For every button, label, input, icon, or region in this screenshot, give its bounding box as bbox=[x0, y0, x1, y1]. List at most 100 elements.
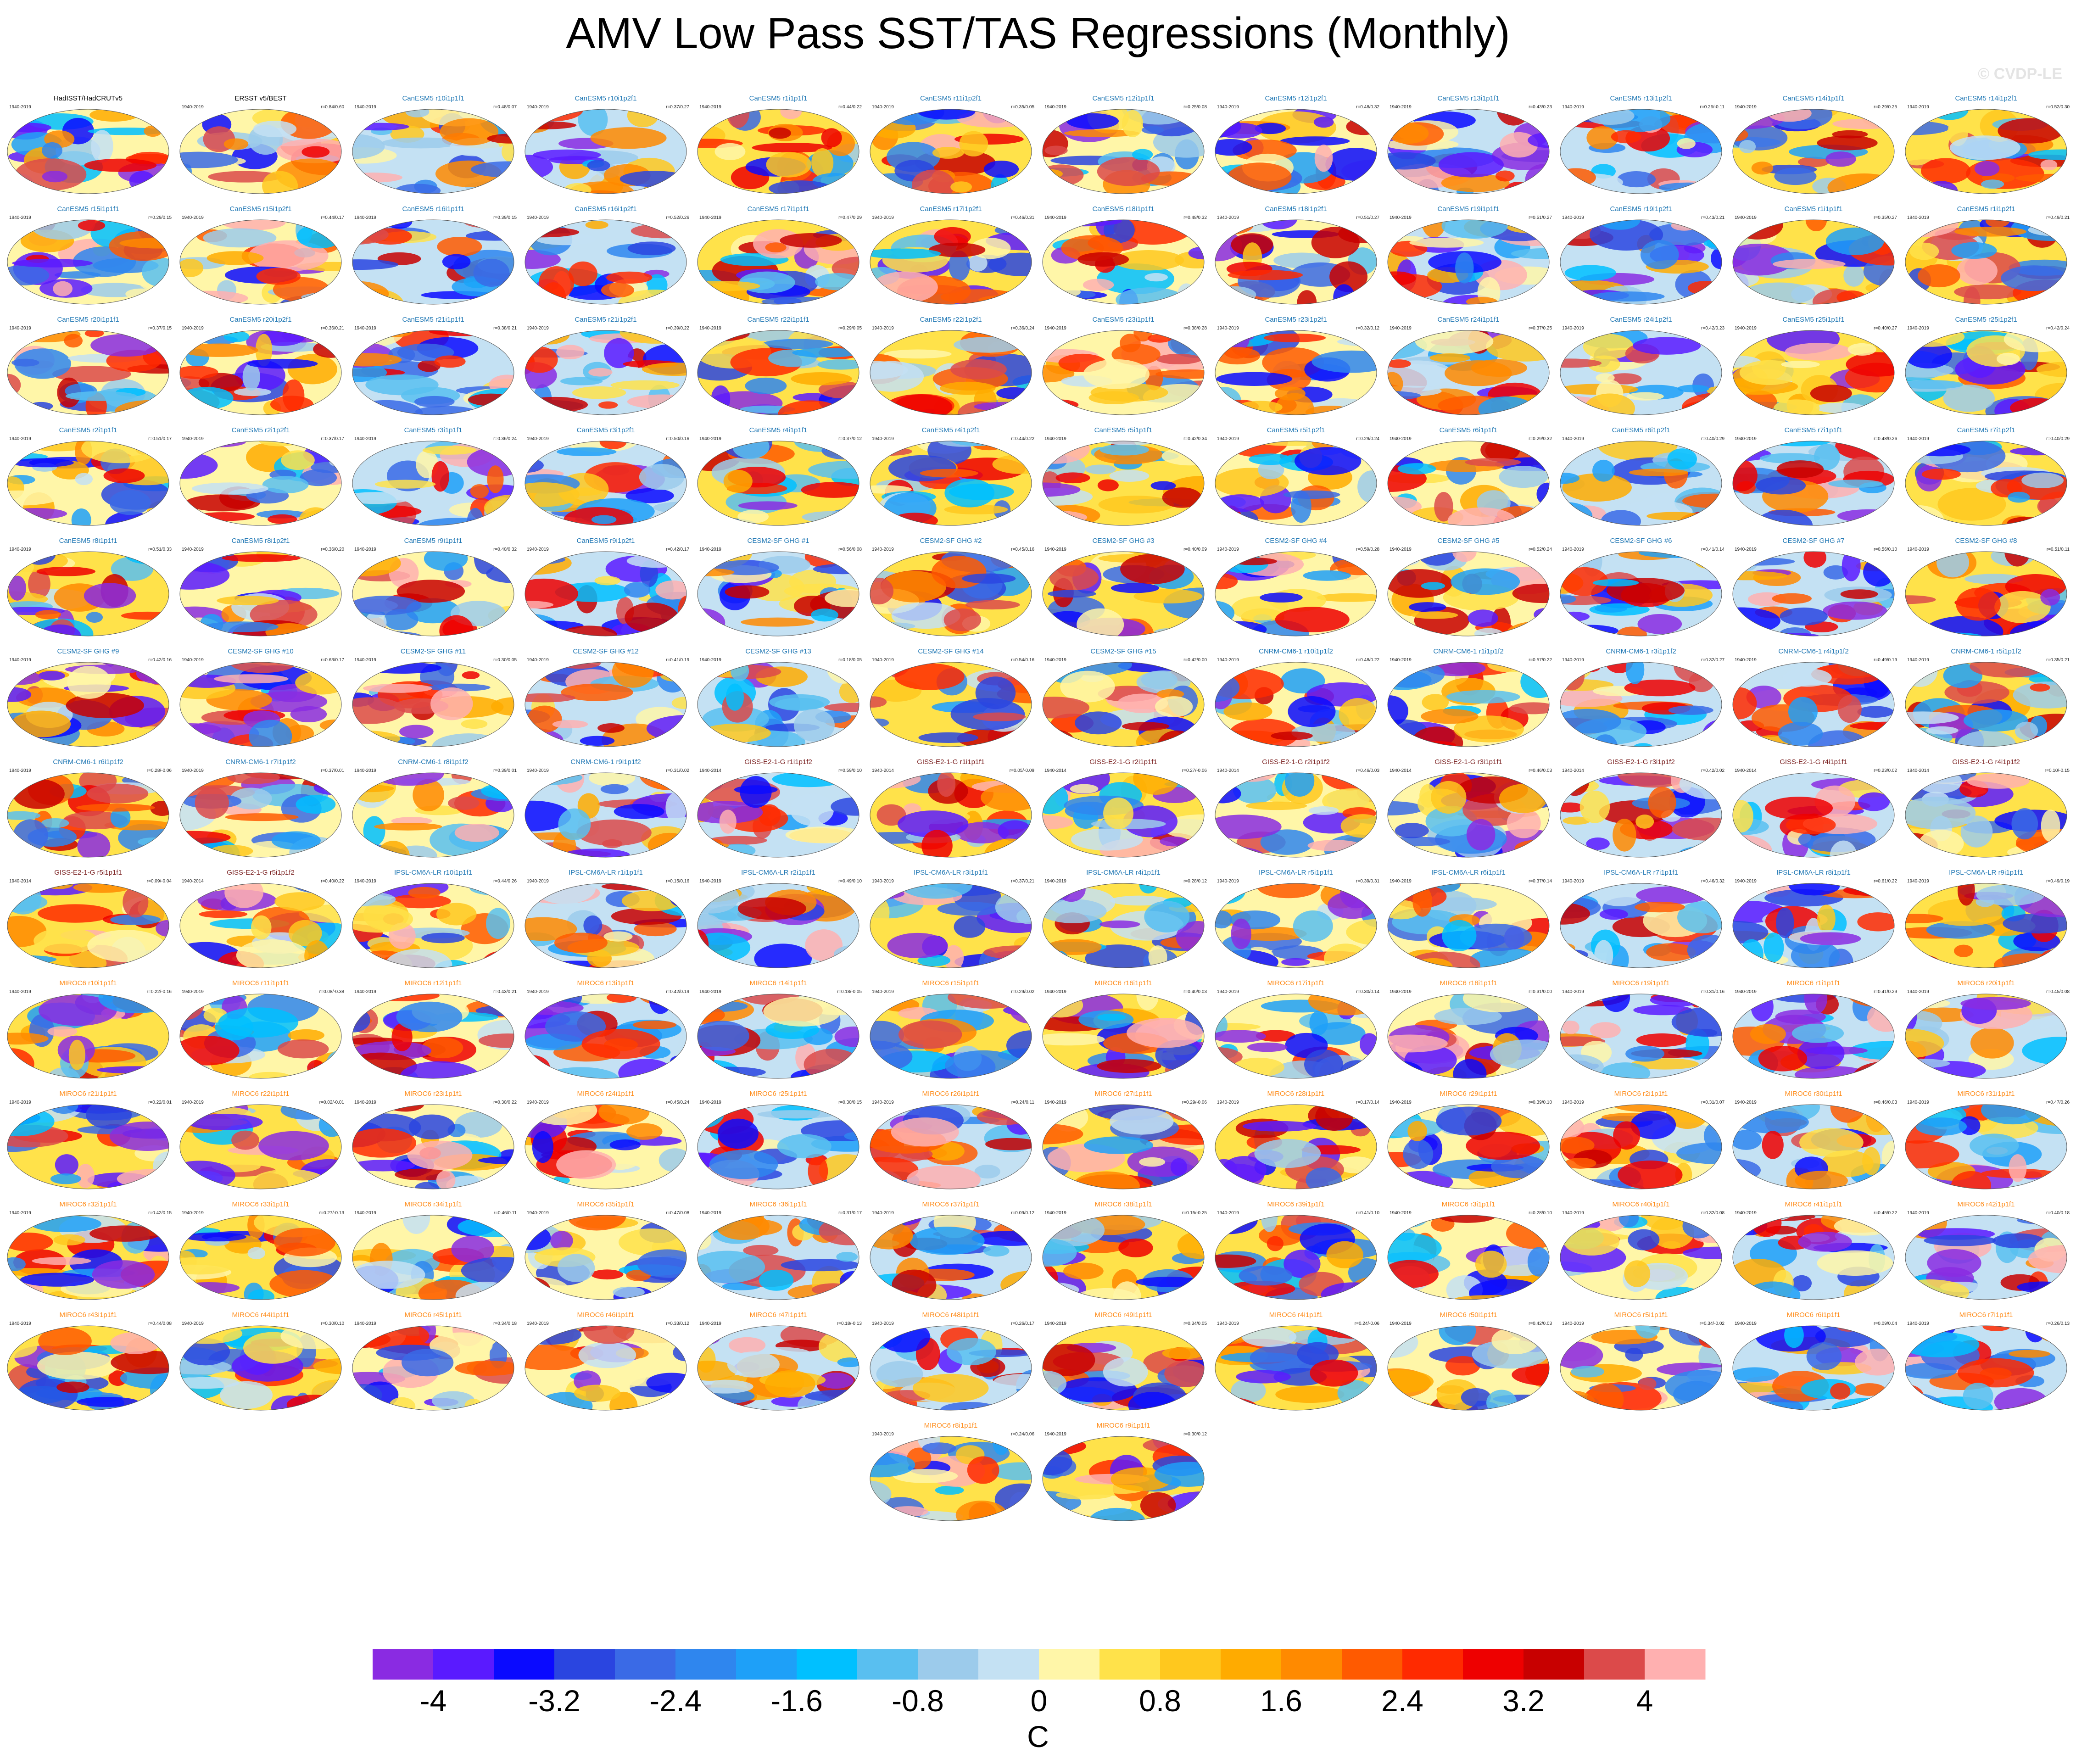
regression-map bbox=[870, 109, 1032, 194]
panel-title: CanESM5 r16i1p2f1 bbox=[575, 205, 637, 213]
regression-map bbox=[697, 1104, 859, 1189]
panel-years: 1940-2019 bbox=[1217, 658, 1239, 663]
panel-years: 1940-2019 bbox=[182, 1321, 204, 1326]
panel-years: 1940-2019 bbox=[527, 215, 549, 220]
panel-correlation: r=0.44/0.22 bbox=[1011, 436, 1034, 441]
panel-years: 1940-2019 bbox=[527, 105, 549, 110]
panel-title: IPSL-CM6A-LR r4i1p1f1 bbox=[1086, 869, 1161, 876]
panel-years: 1940-2019 bbox=[1390, 1211, 1412, 1216]
regression-map bbox=[1042, 441, 1205, 526]
regression-map bbox=[1732, 883, 1895, 968]
panel-years: 1940-2019 bbox=[1044, 1321, 1066, 1326]
map-panel: CanESM5 r25i1p2f1 1940-2019 r=0.42/0.24 bbox=[1901, 316, 2071, 425]
regression-map bbox=[7, 551, 169, 636]
regression-map bbox=[525, 662, 687, 747]
panel-title: CanESM5 r10i1p1f1 bbox=[402, 95, 464, 102]
panel-correlation: r=0.42/0.02 bbox=[1701, 768, 1724, 773]
map-panel: CanESM5 r16i1p2f1 1940-2019 r=0.52/0.26 bbox=[520, 205, 691, 314]
map-panel: CanESM5 r1i1p1f1 1940-2019 r=0.44/0.22 bbox=[693, 95, 864, 204]
panel-correlation: r=0.18/-0.13 bbox=[837, 1321, 862, 1326]
map-panel: ERSST v5/BEST 1940-2019 r=0.84/0.60 bbox=[175, 95, 346, 204]
panel-title: CNRM-CM6-1 r5i1p1f2 bbox=[1951, 648, 2021, 655]
panel-years: 1940-2019 bbox=[354, 326, 376, 331]
panel-title: MIROC6 r4i1p1f1 bbox=[1269, 1311, 1323, 1319]
panel-correlation: r=0.09/0.12 bbox=[1011, 1211, 1034, 1216]
panel-years: 1940-2019 bbox=[699, 547, 721, 552]
panel-correlation: r=0.05/-0.09 bbox=[1009, 768, 1034, 773]
panel-years: 1940-2014 bbox=[9, 879, 31, 884]
panel-years: 1940-2019 bbox=[354, 1100, 376, 1105]
panel-title: CanESM5 r7i1p1f1 bbox=[1784, 426, 1843, 434]
panel-years: 1940-2019 bbox=[1735, 1211, 1757, 1216]
panel-correlation: r=0.41/0.14 bbox=[1701, 547, 1724, 552]
panel-correlation: r=0.48/0.26 bbox=[1874, 436, 1897, 441]
panel-title: CanESM5 r12i1p1f1 bbox=[1092, 95, 1155, 102]
panel-title: MIROC6 r35i1p1f1 bbox=[577, 1200, 635, 1208]
map-panel: GISS-E2-1-G r4i1p1f2 1940-2014 r=0.10/-0.1… bbox=[1901, 758, 2071, 867]
panel-correlation: r=0.39/0.01 bbox=[493, 768, 517, 773]
regression-map bbox=[352, 883, 514, 968]
panel-title: MIROC6 r31i1p1f1 bbox=[1957, 1090, 2015, 1098]
panel-title: GISS-E2-1-G r4i1p1f2 bbox=[1952, 758, 2020, 766]
regression-map bbox=[1215, 109, 1377, 194]
panel-years: 1940-2019 bbox=[354, 436, 376, 441]
panel-title: IPSL-CM6A-LR r1i1p1f1 bbox=[569, 869, 643, 876]
map-panel: GISS-E2-1-G r4i1p1f1 1940-2014 r=0.23/0.02 bbox=[1728, 758, 1899, 867]
colorbar-tick-label: 2.4 bbox=[1381, 1684, 1423, 1718]
panel-title: CanESM5 r11i1p2f1 bbox=[920, 95, 982, 102]
panel-title: MIROC6 r36i1p1f1 bbox=[749, 1200, 807, 1208]
panel-title: GISS-E2-1-G r2i1p1f2 bbox=[1262, 758, 1330, 766]
regression-map bbox=[1042, 330, 1205, 415]
panel-correlation: r=0.31/0.17 bbox=[838, 1211, 862, 1216]
panel-title: CNRM-CM6-1 r3i1p1f2 bbox=[1606, 648, 1676, 655]
map-panel: MIROC6 r40i1p1f1 1940-2019 r=0.32/0.08 bbox=[1556, 1200, 1726, 1310]
regression-map bbox=[1215, 1215, 1377, 1300]
panel-correlation: r=0.31/0.16 bbox=[1701, 989, 1724, 994]
map-panel: MIROC6 r13i1p1f1 1940-2019 r=0.42/0.19 bbox=[520, 979, 691, 1089]
map-panel: MIROC6 r41i1p1f1 1940-2019 r=0.45/0.22 bbox=[1728, 1200, 1899, 1310]
panel-title: MIROC6 r7i1p1f1 bbox=[1959, 1311, 2013, 1319]
regression-map bbox=[1905, 1104, 2067, 1189]
regression-map bbox=[7, 1325, 169, 1411]
panel-title: CanESM5 r20i1p1f1 bbox=[57, 316, 119, 324]
panel-title: CESM2-SF GHG #15 bbox=[1090, 648, 1156, 655]
map-panel: CanESM5 r21i1p2f1 1940-2019 r=0.39/0.22 bbox=[520, 316, 691, 425]
map-panel: CESM2-SF GHG #11 1940-2019 r=0.30/0.05 bbox=[348, 648, 519, 757]
map-panel: MIROC6 r37i1p1f1 1940-2019 r=0.09/0.12 bbox=[865, 1200, 1036, 1310]
regression-map bbox=[1905, 1215, 2067, 1300]
colorbar-swatch bbox=[857, 1649, 918, 1680]
panel-correlation: r=0.36/0.21 bbox=[321, 326, 344, 331]
regression-map bbox=[1215, 772, 1377, 858]
panel-years: 1940-2019 bbox=[527, 436, 549, 441]
panel-title: MIROC6 r39i1p1f1 bbox=[1267, 1200, 1325, 1208]
panel-correlation: r=0.15/0.16 bbox=[666, 879, 689, 884]
panel-title: MIROC6 r14i1p1f1 bbox=[749, 979, 807, 987]
map-panel: MIROC6 r50i1p1f1 1940-2019 r=0.42/0.03 bbox=[1383, 1311, 1554, 1420]
map-panel: CanESM5 r15i1p1f1 1940-2019 r=0.29/0.15 bbox=[3, 205, 173, 314]
panel-title: CNRM-CM6-1 r6i1p1f2 bbox=[53, 758, 123, 766]
panel-years: 1940-2014 bbox=[872, 768, 894, 773]
regression-map bbox=[697, 330, 859, 415]
regression-map bbox=[1387, 330, 1550, 415]
regression-map bbox=[179, 551, 342, 636]
map-panel: CanESM5 r7i1p2f1 1940-2019 r=0.40/0.29 bbox=[1901, 426, 2071, 536]
map-panel: MIROC6 r26i1p1f1 1940-2019 r=0.24/0.11 bbox=[865, 1090, 1036, 1199]
map-panel: CanESM5 r2i1p2f1 1940-2019 r=0.37/0.17 bbox=[175, 426, 346, 536]
panel-years: 1940-2019 bbox=[699, 215, 721, 220]
panel-title: CanESM5 r23i1p1f1 bbox=[1092, 316, 1155, 324]
panel-years: 1940-2019 bbox=[9, 547, 31, 552]
panel-years: 1940-2019 bbox=[9, 1100, 31, 1105]
panel-correlation: r=0.09/-0.04 bbox=[146, 879, 172, 884]
panel-correlation: r=0.44/0.22 bbox=[838, 105, 862, 110]
map-panel: MIROC6 r11i1p1f1 1940-2019 r=0.08/-0.38 bbox=[175, 979, 346, 1089]
map-panel: CanESM5 r5i1p2f1 1940-2019 r=0.29/0.24 bbox=[1211, 426, 1381, 536]
map-panel: CanESM5 r4i1p1f1 1940-2019 r=0.37/0.12 bbox=[693, 426, 864, 536]
panel-title: MIROC6 r22i1p1f1 bbox=[232, 1090, 290, 1098]
panel-title: MIROC6 r17i1p1f1 bbox=[1267, 979, 1325, 987]
panel-title: MIROC6 r44i1p1f1 bbox=[232, 1311, 290, 1319]
panel-years: 1940-2019 bbox=[699, 989, 721, 994]
panel-years: 1940-2019 bbox=[1735, 1321, 1757, 1326]
map-panel: CanESM5 r22i1p2f1 1940-2019 r=0.36/0.24 bbox=[865, 316, 1036, 425]
panel-years: 1940-2019 bbox=[9, 658, 31, 663]
panel-title: MIROC6 r13i1p1f1 bbox=[577, 979, 635, 987]
